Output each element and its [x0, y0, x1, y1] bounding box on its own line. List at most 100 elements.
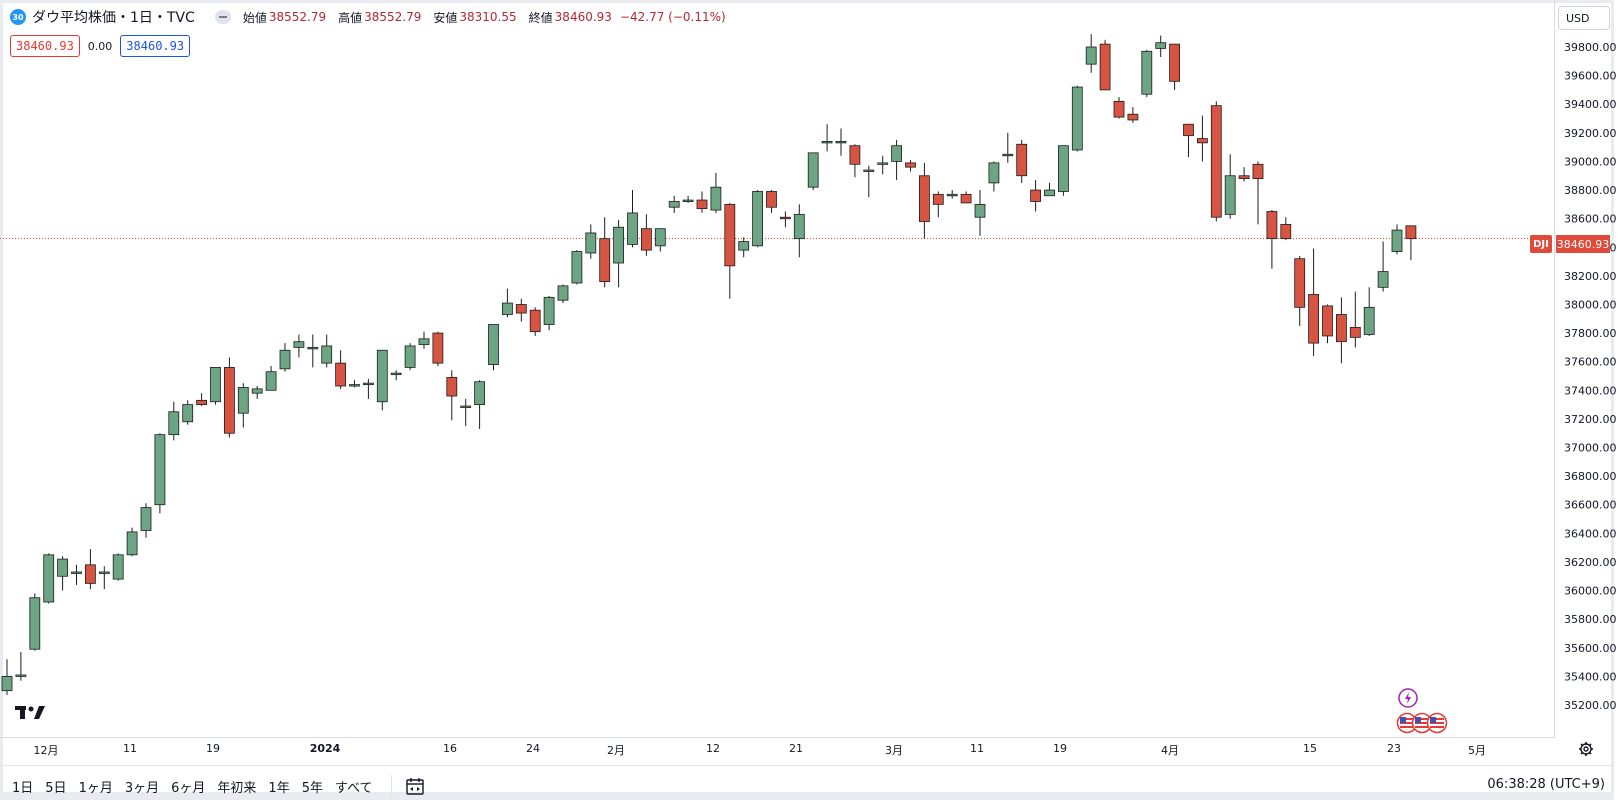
- clock[interactable]: 06:38:28 (UTC+9): [1487, 777, 1605, 792]
- candle[interactable]: [1238, 167, 1250, 182]
- candle[interactable]: [654, 228, 666, 252]
- ask-price-box[interactable]: 38460.93: [120, 35, 191, 57]
- candle[interactable]: [321, 334, 333, 368]
- candle[interactable]: [335, 350, 347, 389]
- candle[interactable]: [1099, 39, 1111, 91]
- candle[interactable]: [1058, 145, 1069, 196]
- candle[interactable]: [1002, 132, 1014, 163]
- candle[interactable]: [1252, 161, 1264, 225]
- candle[interactable]: [57, 556, 68, 591]
- candle[interactable]: [376, 349, 388, 411]
- candle[interactable]: [418, 331, 430, 349]
- candle[interactable]: [196, 393, 208, 407]
- candle[interactable]: [988, 161, 1000, 192]
- candle[interactable]: [71, 564, 82, 585]
- candle[interactable]: [1336, 297, 1347, 364]
- candle[interactable]: [237, 383, 249, 428]
- candle[interactable]: [1071, 85, 1083, 152]
- candle[interactable]: [738, 237, 750, 258]
- candle[interactable]: [501, 288, 513, 318]
- candle[interactable]: [1030, 180, 1041, 212]
- candle[interactable]: [1266, 210, 1278, 269]
- candle[interactable]: [1197, 115, 1208, 162]
- candle[interactable]: [1113, 97, 1125, 119]
- candle[interactable]: [668, 195, 680, 213]
- calendar-range-icon[interactable]: [404, 775, 426, 797]
- candle[interactable]: [682, 195, 694, 203]
- legend-collapse-icon[interactable]: [214, 10, 231, 24]
- candle[interactable]: [279, 343, 291, 372]
- candle[interactable]: [627, 190, 638, 248]
- candle[interactable]: [1127, 107, 1139, 123]
- candle[interactable]: [1141, 49, 1153, 98]
- candle[interactable]: [1, 659, 13, 695]
- candle[interactable]: [349, 380, 360, 388]
- candle[interactable]: [307, 334, 319, 368]
- candle[interactable]: [126, 527, 138, 557]
- candle[interactable]: [1183, 123, 1194, 158]
- candle[interactable]: [974, 190, 986, 236]
- bid-price-box[interactable]: 38460.93: [10, 35, 80, 57]
- range-button-1m[interactable]: 1ヶ月: [78, 780, 113, 796]
- candle[interactable]: [599, 217, 611, 288]
- candle[interactable]: [515, 298, 527, 322]
- candle[interactable]: [474, 380, 486, 429]
- range-button-5d[interactable]: 5日: [45, 780, 67, 796]
- candle[interactable]: [766, 190, 777, 213]
- candle[interactable]: [29, 593, 41, 651]
- candle[interactable]: [1155, 35, 1167, 58]
- candle[interactable]: [724, 202, 736, 299]
- candle[interactable]: [140, 503, 152, 538]
- candle[interactable]: [43, 553, 55, 604]
- candle[interactable]: [752, 190, 763, 248]
- candle[interactable]: [1391, 224, 1403, 255]
- tradingview-logo[interactable]: [15, 706, 45, 720]
- candle[interactable]: [265, 365, 277, 391]
- candle[interactable]: [919, 162, 930, 239]
- candle[interactable]: [390, 370, 402, 381]
- candle[interactable]: [362, 378, 374, 399]
- candle[interactable]: [807, 152, 819, 191]
- candle[interactable]: [1294, 255, 1306, 326]
- candle[interactable]: [168, 401, 180, 441]
- range-button-ytd[interactable]: 年初来: [217, 780, 257, 796]
- range-button-1d[interactable]: 1日: [12, 780, 34, 796]
- lightning-icon[interactable]: [1398, 688, 1418, 708]
- candle[interactable]: [1016, 139, 1028, 183]
- candle[interactable]: [710, 172, 722, 213]
- candle[interactable]: [905, 160, 916, 172]
- candle[interactable]: [543, 295, 555, 331]
- candle[interactable]: [641, 214, 652, 256]
- symbol-badge[interactable]: 30: [10, 9, 26, 25]
- candle[interactable]: [112, 553, 124, 581]
- candle[interactable]: [1349, 291, 1361, 348]
- candle[interactable]: [98, 566, 110, 590]
- candle[interactable]: [877, 155, 889, 175]
- candle[interactable]: [571, 250, 583, 285]
- range-button-5y[interactable]: 5年: [301, 780, 323, 796]
- candle[interactable]: [460, 398, 472, 427]
- range-button-6m[interactable]: 6ヶ月: [171, 780, 206, 796]
- price-chart[interactable]: 35200.00 35400.00 35600.00 35800.00 36000.00…: [0, 0, 1620, 740]
- candle[interactable]: [793, 204, 805, 258]
- candle[interactable]: [891, 139, 902, 181]
- candle[interactable]: [293, 334, 305, 358]
- us-flag-icon[interactable]: [1396, 712, 1448, 734]
- candle[interactable]: [932, 191, 944, 218]
- candle[interactable]: [1322, 304, 1333, 344]
- currency-select[interactable]: USD: [1558, 6, 1610, 30]
- candle[interactable]: [821, 124, 833, 152]
- candle[interactable]: [613, 220, 624, 288]
- candle[interactable]: [432, 331, 444, 366]
- range-button-all[interactable]: すべて: [334, 780, 373, 796]
- candle[interactable]: [835, 128, 847, 156]
- candle[interactable]: [446, 370, 458, 421]
- gear-icon[interactable]: [1578, 741, 1594, 757]
- candle[interactable]: [1405, 225, 1417, 261]
- candle[interactable]: [1363, 287, 1375, 336]
- candle[interactable]: [251, 386, 263, 399]
- candle[interactable]: [15, 652, 27, 681]
- candle[interactable]: [1169, 43, 1180, 90]
- candle[interactable]: [1308, 248, 1319, 356]
- candle[interactable]: [488, 324, 499, 371]
